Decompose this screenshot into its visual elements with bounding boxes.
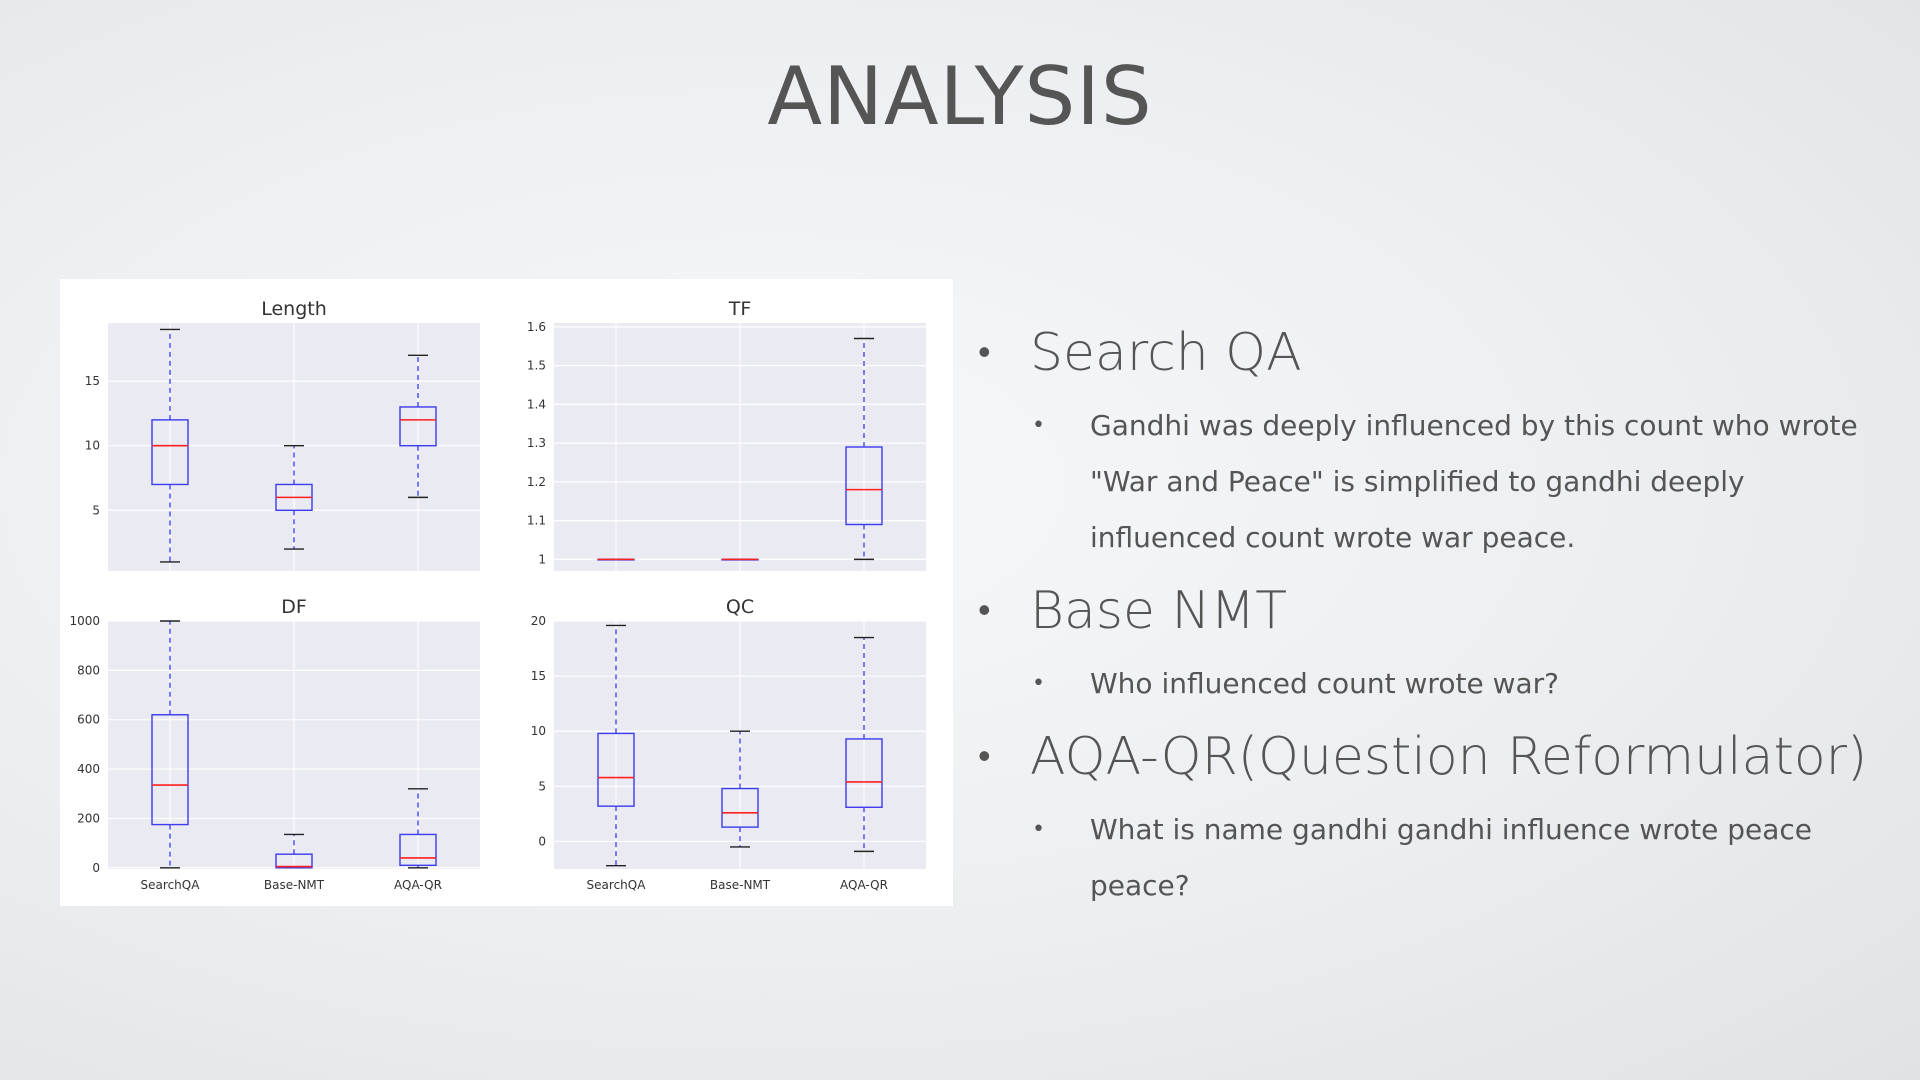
sub-bullet-dot: • [1032, 671, 1045, 696]
x-tick-label: Base-NMT [264, 878, 325, 892]
bullet-label: Base NMT [1030, 581, 1288, 641]
y-tick-label: 1.2 [527, 475, 546, 489]
iqr-box [275, 853, 313, 869]
iqr-box [151, 714, 189, 826]
sub-bullet-base-nmt: • Who influenced count wrote war? [970, 656, 1890, 712]
box-searchqa [151, 620, 189, 869]
panel-tf: 1 1.1 1.2 1.3 1.4 1.5 1.6 TF [527, 298, 926, 571]
y-tick-label: 0 [92, 861, 100, 875]
y-tick-label: 200 [77, 811, 100, 825]
x-tick-label: SearchQA [141, 878, 201, 892]
y-tick-label: 1.5 [527, 359, 546, 373]
y-tick-label: 1.6 [527, 320, 546, 334]
boxplot-svg: 51015Length11.11.21.31.41.51.6TF02004006… [69, 298, 926, 892]
bullet-search-qa: • Search QA [970, 320, 1890, 386]
y-tick-label: 5 [538, 779, 546, 793]
box-aqa-qr [399, 354, 437, 499]
iqr-box [597, 732, 635, 807]
bullet-dot: • [978, 590, 991, 631]
x-tick-label: AQA-QR [840, 878, 888, 892]
bullet-base-nmt: • Base NMT [970, 578, 1890, 644]
iqr-box [845, 446, 883, 526]
y-tick-label: 1.1 [527, 514, 546, 528]
sub-bullet-text: What is name gandhi gandhi influence wro… [1090, 813, 1813, 902]
bullet-aqa-qr: • AQA-QR(Question Reformulator) [970, 724, 1890, 790]
x-tick-label: AQA-QR [394, 878, 442, 892]
iqr-box [399, 406, 437, 447]
y-tick-label: 15 [531, 669, 546, 683]
box-base-nmt [275, 445, 313, 550]
x-tick-label: Base-NMT [710, 878, 771, 892]
iqr-box [845, 738, 883, 808]
y-tick-label: 1 [538, 552, 546, 566]
box-searchqa [151, 328, 189, 563]
panel-title: QC [726, 596, 754, 618]
y-tick-label: 1.3 [527, 436, 546, 450]
x-tick-label: SearchQA [587, 878, 647, 892]
y-tick-label: 1000 [69, 614, 100, 628]
bullet-dot: • [978, 332, 991, 373]
box-base-nmt [275, 833, 313, 869]
y-tick-label: 15 [85, 374, 100, 388]
iqr-box [399, 833, 437, 866]
y-tick-label: 20 [531, 614, 546, 628]
box-searchqa [597, 624, 635, 867]
y-tick-label: 400 [77, 762, 100, 776]
y-tick-label: 1.4 [527, 397, 546, 411]
box-aqa-qr [845, 337, 883, 561]
panel-title: Length [261, 298, 327, 320]
sub-bullet-aqa-qr: • What is name gandhi gandhi influence w… [970, 802, 1890, 914]
bullet-list: • Search QA • Gandhi was deeply influenc… [970, 320, 1890, 926]
sub-bullet-text: Who influenced count wrote war? [1090, 667, 1559, 700]
sub-bullet-text: Gandhi was deeply influenced by this cou… [1090, 409, 1858, 554]
box-aqa-qr [399, 788, 437, 869]
bullet-label: AQA-QR(Question Reformulator) [1030, 727, 1868, 787]
sub-bullet-dot: • [1032, 817, 1045, 842]
iqr-box [151, 419, 189, 486]
iqr-box [721, 787, 759, 828]
sub-bullet-dot: • [1032, 413, 1045, 438]
box-base-nmt [721, 730, 759, 848]
y-tick-label: 10 [531, 724, 546, 738]
panel-length: 5 10 15 Length [85, 298, 480, 571]
boxplot-figure: 5 10 15 Length 1 1.1 1.2 1.3 1.4 1.5 1.6 TF 0 200 400 6… [60, 279, 953, 906]
box-base-nmt [721, 558, 759, 561]
y-tick-label: 0 [538, 834, 546, 848]
y-tick-label: 5 [92, 503, 100, 517]
panel-qc: 0 5 10 15 20 QC SearchQA Base-NMT AQA-QR [531, 596, 926, 892]
panel-df: 0 200 400 600 800 1000 DF SearchQA Base-NMT AQA-Q… [69, 596, 480, 892]
panel-title: TF [728, 298, 752, 320]
y-tick-label: 600 [77, 713, 100, 727]
box-aqa-qr [845, 636, 883, 853]
panel-title: DF [281, 596, 307, 618]
y-tick-label: 800 [77, 663, 100, 677]
bullet-label: Search QA [1030, 323, 1302, 383]
box-searchqa [597, 558, 635, 561]
slide-title: ANALYSIS [767, 50, 1153, 143]
y-tick-label: 10 [85, 439, 100, 453]
sub-bullet-search-qa: • Gandhi was deeply influenced by this c… [970, 398, 1890, 566]
bullet-dot: • [978, 736, 991, 777]
